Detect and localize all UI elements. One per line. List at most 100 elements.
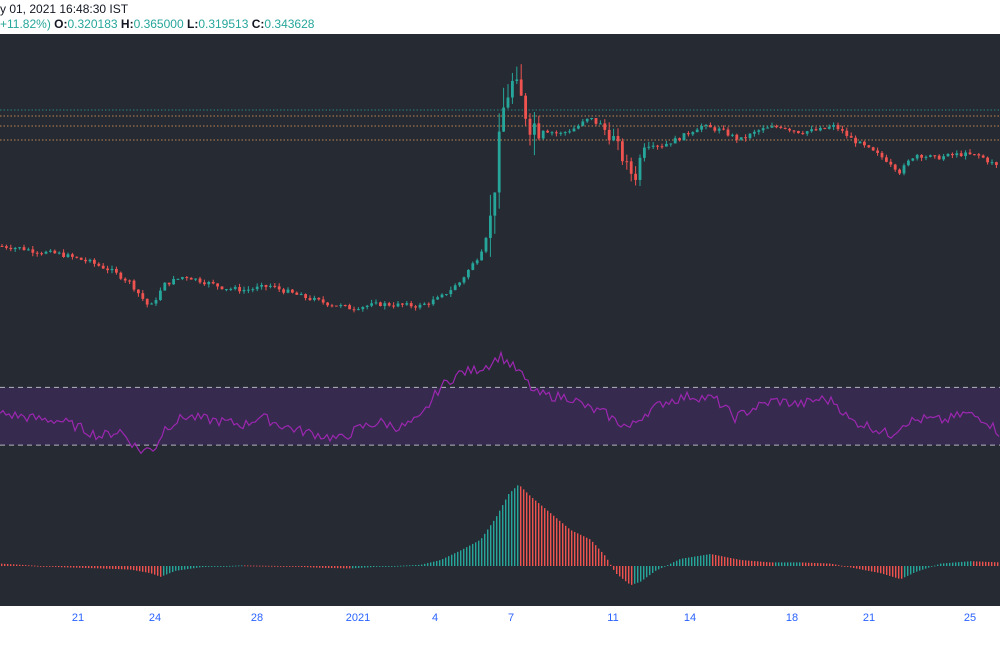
macd-bar xyxy=(580,534,582,566)
candle-body xyxy=(396,303,400,307)
candle-body xyxy=(141,293,145,299)
candle-body xyxy=(788,128,791,131)
candle-body xyxy=(291,289,294,293)
macd-bar xyxy=(376,566,378,567)
macd-bar xyxy=(673,562,675,566)
macd-bar xyxy=(517,485,519,566)
candle-body xyxy=(819,127,822,131)
candle-body xyxy=(185,277,189,279)
macd-bar xyxy=(691,557,693,566)
macd-bar xyxy=(997,562,999,566)
x-tick-label: 7 xyxy=(507,612,515,624)
macd-bar xyxy=(379,566,381,567)
candle-body xyxy=(845,130,849,136)
candle-body xyxy=(889,161,893,165)
macd-bar xyxy=(724,556,726,566)
candle-body xyxy=(937,155,941,160)
candle-body xyxy=(863,141,866,146)
macd-bar xyxy=(40,566,42,567)
macd-bar xyxy=(655,566,657,571)
macd-bar xyxy=(772,562,774,566)
candle-body xyxy=(440,294,444,298)
candle-body xyxy=(211,281,215,284)
macd-bar xyxy=(64,566,66,568)
macd-bar xyxy=(988,561,990,566)
candle-body xyxy=(651,145,655,147)
candle-body xyxy=(757,130,761,132)
macd-bar xyxy=(391,566,393,567)
macd-bar xyxy=(178,566,180,571)
candle-body xyxy=(643,147,646,158)
macd-bar xyxy=(916,566,918,572)
macd-bar xyxy=(664,566,666,567)
candle-body xyxy=(607,129,611,141)
candlestick-series xyxy=(0,64,998,313)
macd-bar xyxy=(583,536,585,566)
low-label: L: xyxy=(186,17,199,31)
macd-bar xyxy=(427,563,429,566)
macd-bar xyxy=(955,562,957,566)
macd-bar xyxy=(913,566,915,573)
macd-bar xyxy=(820,563,822,566)
macd-bar xyxy=(838,565,840,566)
macd-bar xyxy=(112,566,114,569)
macd-bar xyxy=(304,566,306,568)
macd-bar xyxy=(7,564,9,566)
macd-bar xyxy=(766,562,768,566)
macd-bar xyxy=(958,562,960,566)
macd-bar xyxy=(646,566,648,578)
candle-body xyxy=(515,79,519,81)
macd-bar xyxy=(679,559,681,566)
macd-bar xyxy=(208,566,210,567)
candle-body xyxy=(805,131,809,134)
candle-body xyxy=(647,146,651,148)
candle-body xyxy=(467,269,470,278)
macd-bar xyxy=(169,566,171,574)
chart-header: y 01, 2021 16:48:30 IST +11.82%) O:0.320… xyxy=(0,0,1000,34)
macd-bar xyxy=(514,488,516,566)
macd-bar xyxy=(787,562,789,566)
macd-bar xyxy=(298,566,300,567)
chart-area[interactable] xyxy=(0,34,1000,606)
macd-bar xyxy=(904,566,906,578)
candle-body xyxy=(110,268,114,271)
candle-body xyxy=(216,283,219,287)
macd-bar xyxy=(355,566,357,569)
candle-body xyxy=(709,125,712,128)
candle-body xyxy=(106,268,109,271)
macd-bar xyxy=(28,565,30,567)
candle-body xyxy=(150,303,153,305)
candle-body xyxy=(867,145,871,148)
macd-bar xyxy=(697,556,699,566)
candle-body xyxy=(981,155,985,158)
macd-bar xyxy=(109,566,111,569)
macd-bar xyxy=(727,557,729,566)
macd-bar xyxy=(430,562,432,566)
macd-bar xyxy=(964,561,966,566)
rsi-band xyxy=(0,387,1000,446)
macd-bar xyxy=(277,565,279,567)
macd-bar xyxy=(613,566,615,570)
candle-body xyxy=(704,125,708,127)
macd-bar xyxy=(364,566,366,568)
candle-body xyxy=(885,157,888,162)
candle-body xyxy=(511,80,514,98)
candle-body xyxy=(145,298,149,305)
macd-bar xyxy=(760,561,762,566)
macd-bar xyxy=(280,566,282,567)
candle-body xyxy=(88,259,92,262)
candle-body xyxy=(717,128,721,131)
macd-bar xyxy=(217,566,219,567)
candle-body xyxy=(977,154,981,156)
macd-bar xyxy=(115,566,117,569)
candle-body xyxy=(335,305,338,307)
macd-bar xyxy=(337,566,339,569)
macd-bar xyxy=(616,566,618,574)
macd-bar xyxy=(331,566,333,569)
macd-bar xyxy=(130,566,132,570)
macd-bar xyxy=(730,558,732,566)
close-label: C: xyxy=(251,17,265,31)
candle-body xyxy=(827,126,831,129)
macd-bar xyxy=(1,563,3,566)
macd-bar xyxy=(199,566,201,568)
